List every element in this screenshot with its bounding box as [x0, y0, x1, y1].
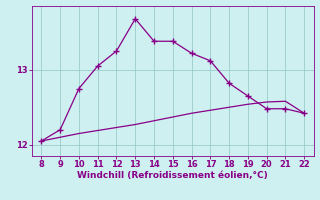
X-axis label: Windchill (Refroidissement éolien,°C): Windchill (Refroidissement éolien,°C) [77, 171, 268, 180]
